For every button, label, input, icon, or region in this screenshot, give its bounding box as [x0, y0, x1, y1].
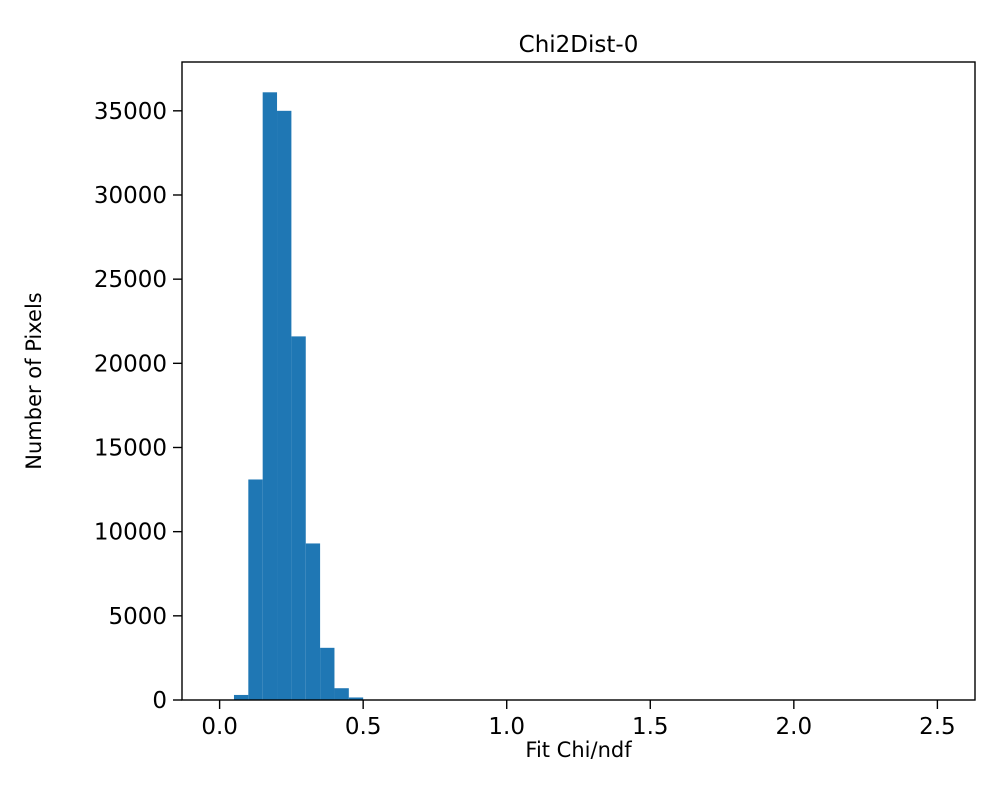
histogram-bar: [248, 479, 263, 700]
histogram-bar: [277, 110, 292, 700]
x-tick-label: 0.0: [201, 714, 238, 740]
x-tick-label: 1.5: [632, 714, 669, 740]
y-tick-label: 15000: [94, 435, 167, 461]
y-tick-label: 35000: [94, 99, 167, 125]
x-axis-label: Fit Chi/ndf: [525, 738, 632, 762]
y-tick-label: 25000: [94, 267, 167, 293]
x-tick-label: 1.0: [488, 714, 525, 740]
x-tick-label: 2.5: [919, 714, 956, 740]
y-tick-label: 20000: [94, 351, 167, 377]
y-tick-label: 0: [152, 688, 167, 714]
chart-title: Chi2Dist-0: [518, 32, 639, 58]
histogram-bar: [291, 336, 306, 700]
y-axis-label: Number of Pixels: [22, 292, 46, 470]
histogram-bar: [233, 694, 249, 700]
histogram-bar: [348, 697, 364, 700]
histogram-bar: [334, 688, 349, 700]
histogram-bar: [262, 92, 278, 701]
x-tick-label: 2.0: [776, 714, 813, 740]
y-tick-label: 30000: [94, 183, 167, 209]
histogram-bar: [320, 647, 335, 700]
y-tick-label: 5000: [108, 604, 167, 630]
y-tick-label: 10000: [94, 520, 167, 546]
histogram-bar: [305, 543, 321, 700]
plot-frame: [181, 61, 976, 701]
x-tick-label: 0.5: [345, 714, 382, 740]
